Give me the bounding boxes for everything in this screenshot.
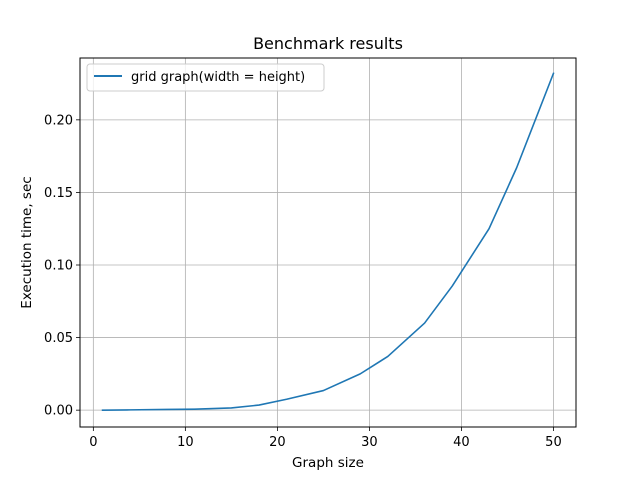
x-tick-label: 30 [361,435,378,450]
y-tick-label: 0.20 [44,113,73,128]
series-layer [101,72,555,411]
legend: grid graph(width = height) [86,63,325,92]
x-tick-label: 40 [453,435,470,450]
grid-layer [80,58,576,427]
y-tick-label: 0.10 [44,259,73,274]
y-tick-label: 0.05 [44,331,73,346]
tick-layer: 0 10 20 30 40 50 0.00 0.05 0.10 0.15 0.20 [44,113,562,450]
x-tick-label: 0 [89,435,97,450]
x-tick-label: 50 [545,435,562,450]
legend-box [86,63,325,92]
y-axis-label: Execution time, sec [19,176,35,308]
chart-title: Benchmark results [253,34,403,53]
x-tick-label: 20 [269,435,286,450]
y-tick-label: 0.00 [44,404,73,419]
plot-frame [79,57,577,428]
x-axis-label: Graph size [292,455,364,471]
x-tick-label: 10 [177,435,194,450]
y-tick-label: 0.15 [44,186,73,201]
legend-label: grid graph(width = height) [131,70,305,85]
series-line [101,72,555,411]
